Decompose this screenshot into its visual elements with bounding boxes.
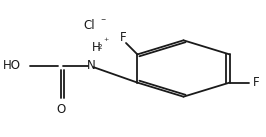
Text: HO: HO	[3, 59, 21, 72]
Text: N: N	[87, 59, 95, 72]
Text: $_2$: $_2$	[97, 42, 103, 52]
Text: H: H	[92, 41, 101, 54]
Text: Cl: Cl	[83, 19, 95, 32]
Text: $^-$: $^-$	[99, 16, 106, 25]
Text: O: O	[56, 103, 65, 116]
Text: $^+$: $^+$	[102, 36, 110, 45]
Text: F: F	[120, 31, 127, 44]
Text: F: F	[253, 76, 260, 89]
